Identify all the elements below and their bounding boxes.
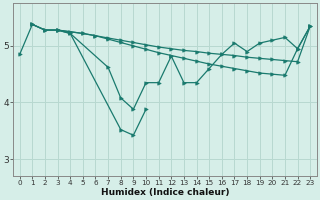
X-axis label: Humidex (Indice chaleur): Humidex (Indice chaleur) [101,188,229,197]
